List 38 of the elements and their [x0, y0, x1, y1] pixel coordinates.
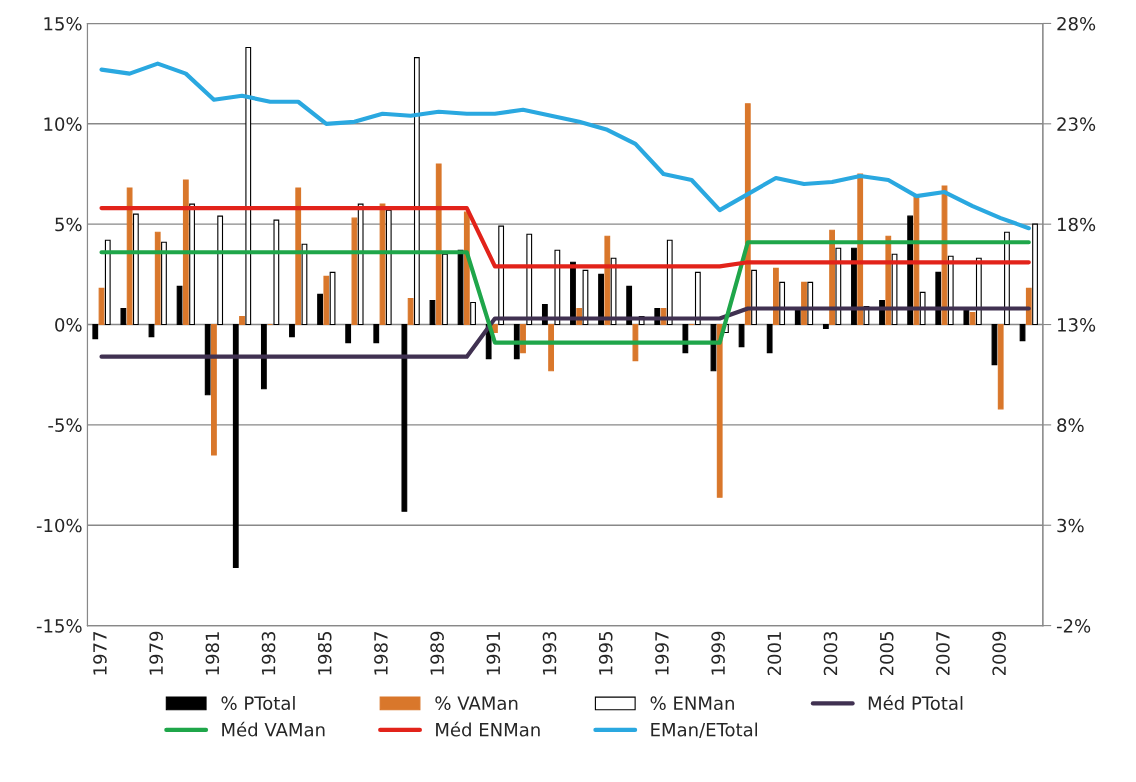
x-tick-label: 2001 [767, 632, 782, 676]
x-tick-label: 1987 [374, 632, 388, 675]
x-tick-label: 1991 [486, 632, 501, 675]
x-tick-label: 1981 [205, 632, 220, 675]
legend-label: Méd ENMan [436, 721, 540, 737]
y-tick-label: -5% [48, 418, 82, 432]
y2-tick-label: 28% [1057, 16, 1096, 31]
x-tick-label: 2005 [879, 632, 894, 676]
legend-label: EMan/ETotal [651, 722, 758, 738]
x-tick-label: 1989 [430, 631, 444, 675]
y2-tick-label: 3% [1057, 518, 1084, 533]
x-tick-label: 2009 [992, 631, 1006, 676]
x-tick-label: 1997 [655, 632, 669, 675]
legend-label: % ENMan [650, 696, 734, 711]
y-tick-label: -10% [36, 518, 82, 533]
y2-tick-label: -2% [1056, 619, 1091, 633]
x-tick-label: 1977 [93, 632, 107, 675]
x-tick-label: 1983 [261, 631, 276, 675]
y2-tick-label: 13% [1058, 317, 1096, 332]
y-tick-label: 10% [44, 117, 82, 131]
y2-tick-label: 18% [1058, 217, 1096, 232]
legend-label: % PTotal [221, 696, 295, 711]
legend-label: Méd PTotal [868, 695, 963, 711]
legend-label: Méd VAMan [222, 721, 325, 737]
y2-tick-label: 8% [1057, 418, 1084, 432]
y-tick-label: 0% [55, 317, 82, 332]
y-tick-label: 15% [44, 16, 82, 31]
y-tick-label: 5% [55, 217, 82, 232]
x-tick-label: 1985 [317, 632, 332, 675]
y-tick-label: -15% [36, 619, 82, 633]
x-tick-label: 2007 [936, 632, 950, 676]
x-tick-label: 1979 [149, 631, 163, 675]
x-tick-label: 2003 [823, 631, 838, 676]
y2-tick-label: 23% [1057, 117, 1096, 131]
x-tick-label: 1999 [711, 631, 725, 675]
x-tick-label: 1995 [598, 632, 613, 675]
legend-label: % VAMan [435, 696, 518, 711]
x-tick-label: 1993 [542, 631, 557, 675]
